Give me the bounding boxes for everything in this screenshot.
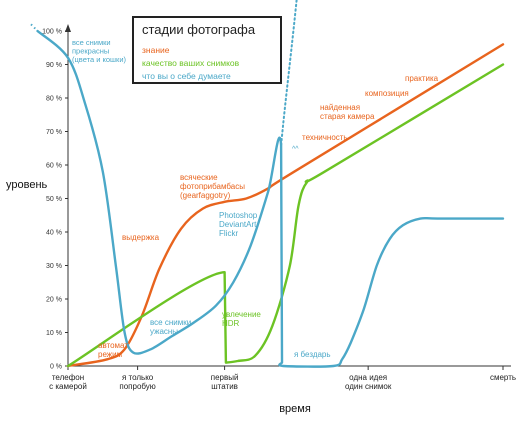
y-tick-label: 20 %: [46, 297, 62, 304]
series-self-opinion: [36, 29, 505, 368]
y-tick-label: 10 %: [46, 330, 62, 337]
x-axis-title: время: [279, 403, 311, 415]
y-tick-label: 90 %: [46, 62, 62, 69]
y-tick-label: 30 %: [46, 263, 62, 270]
y-tick-label: 50 %: [46, 196, 62, 203]
y-tick-label: 70 %: [46, 129, 62, 136]
legend-title: стадии фотографа: [142, 22, 256, 37]
annotation-label: выдержка: [122, 233, 160, 242]
annotation-label: техничность: [302, 133, 348, 142]
annotation-label: все снимки ужасны: [150, 318, 191, 336]
x-tick-label: телефон с камерой: [49, 373, 87, 391]
y-axis-arrow: [65, 24, 71, 32]
annotation-label: все снимки прекрасны (цвета и кошки): [72, 38, 127, 64]
y-axis-title: уровень: [6, 179, 48, 191]
legend-item-quality: качество ваших снимков: [142, 58, 240, 68]
annotation-label: композиция: [365, 89, 409, 98]
self-opinion-dotted-top: [280, 0, 298, 146]
x-tick-label: я только попробую: [119, 373, 155, 391]
annotation-label: автомат режим: [98, 341, 128, 359]
self-opinion-dotted-left: [30, 23, 39, 32]
legend-item-knowledge: знание: [142, 45, 170, 55]
annotation-label: всяческие фотоприбамбасы (gearfaggotry): [180, 173, 245, 200]
y-tick-label: 60 %: [46, 163, 62, 170]
annotation-label: Photoshop DeviantArt Flickr: [219, 211, 258, 238]
y-tick-label: 0 %: [50, 364, 62, 371]
y-tick-label: 80 %: [46, 96, 62, 103]
legend: стадии фотографа знание качество ваших с…: [132, 16, 282, 84]
annotation-label: практика: [405, 74, 439, 83]
x-tick-label: одна идея один снимок: [345, 373, 392, 391]
y-tick-label: 40 %: [46, 230, 62, 237]
annotation-label: найденная старая камера: [320, 103, 375, 121]
y-tick-label: 100 %: [42, 29, 62, 36]
annotation-label: ^^: [292, 146, 299, 153]
x-tick-label: смерть: [490, 373, 516, 382]
annotation-label: я бездарь: [294, 350, 331, 359]
series-knowledge: [66, 43, 505, 368]
legend-item-self-opinion: что вы о себе думаете: [142, 71, 231, 81]
annotation-label: увлечение HDR: [222, 310, 261, 328]
x-tick-label: первый штатив: [211, 373, 239, 391]
